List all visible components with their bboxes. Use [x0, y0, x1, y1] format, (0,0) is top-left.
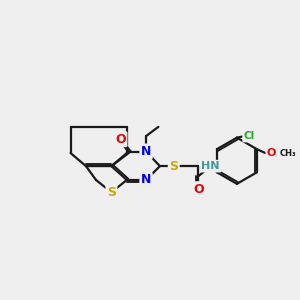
- Text: O: O: [267, 148, 276, 158]
- Text: Cl: Cl: [244, 131, 255, 141]
- Text: S: S: [169, 160, 178, 172]
- Text: S: S: [107, 186, 116, 199]
- Text: CH₃: CH₃: [279, 148, 296, 158]
- Text: N: N: [141, 173, 151, 187]
- Text: N: N: [141, 145, 151, 158]
- Text: O: O: [115, 133, 126, 146]
- Text: HN: HN: [202, 161, 220, 171]
- Text: O: O: [193, 183, 204, 196]
